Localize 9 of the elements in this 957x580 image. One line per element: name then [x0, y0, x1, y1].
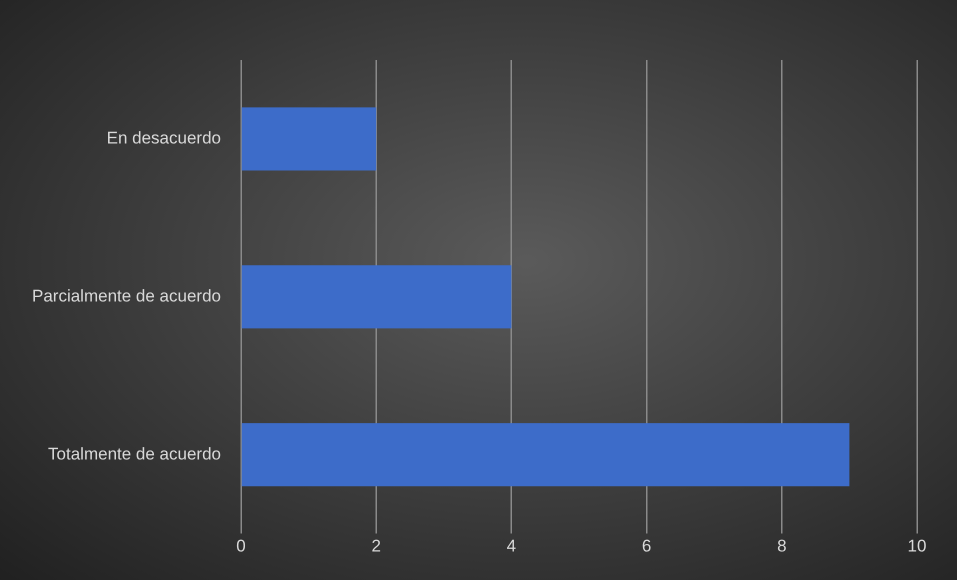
x-tick-label: 10: [908, 536, 926, 556]
y-tick-label: Totalmente de acuerdo: [48, 444, 221, 464]
x-tick-label: 0: [236, 536, 246, 556]
x-tick-label: 2: [371, 536, 381, 556]
x-tick-label: 6: [642, 536, 652, 556]
x-tick-label: 8: [777, 536, 787, 556]
y-tick-label: En desacuerdo: [106, 128, 221, 148]
y-tick-label: Parcialmente de acuerdo: [32, 286, 221, 306]
x-tick-label: 4: [506, 536, 516, 556]
